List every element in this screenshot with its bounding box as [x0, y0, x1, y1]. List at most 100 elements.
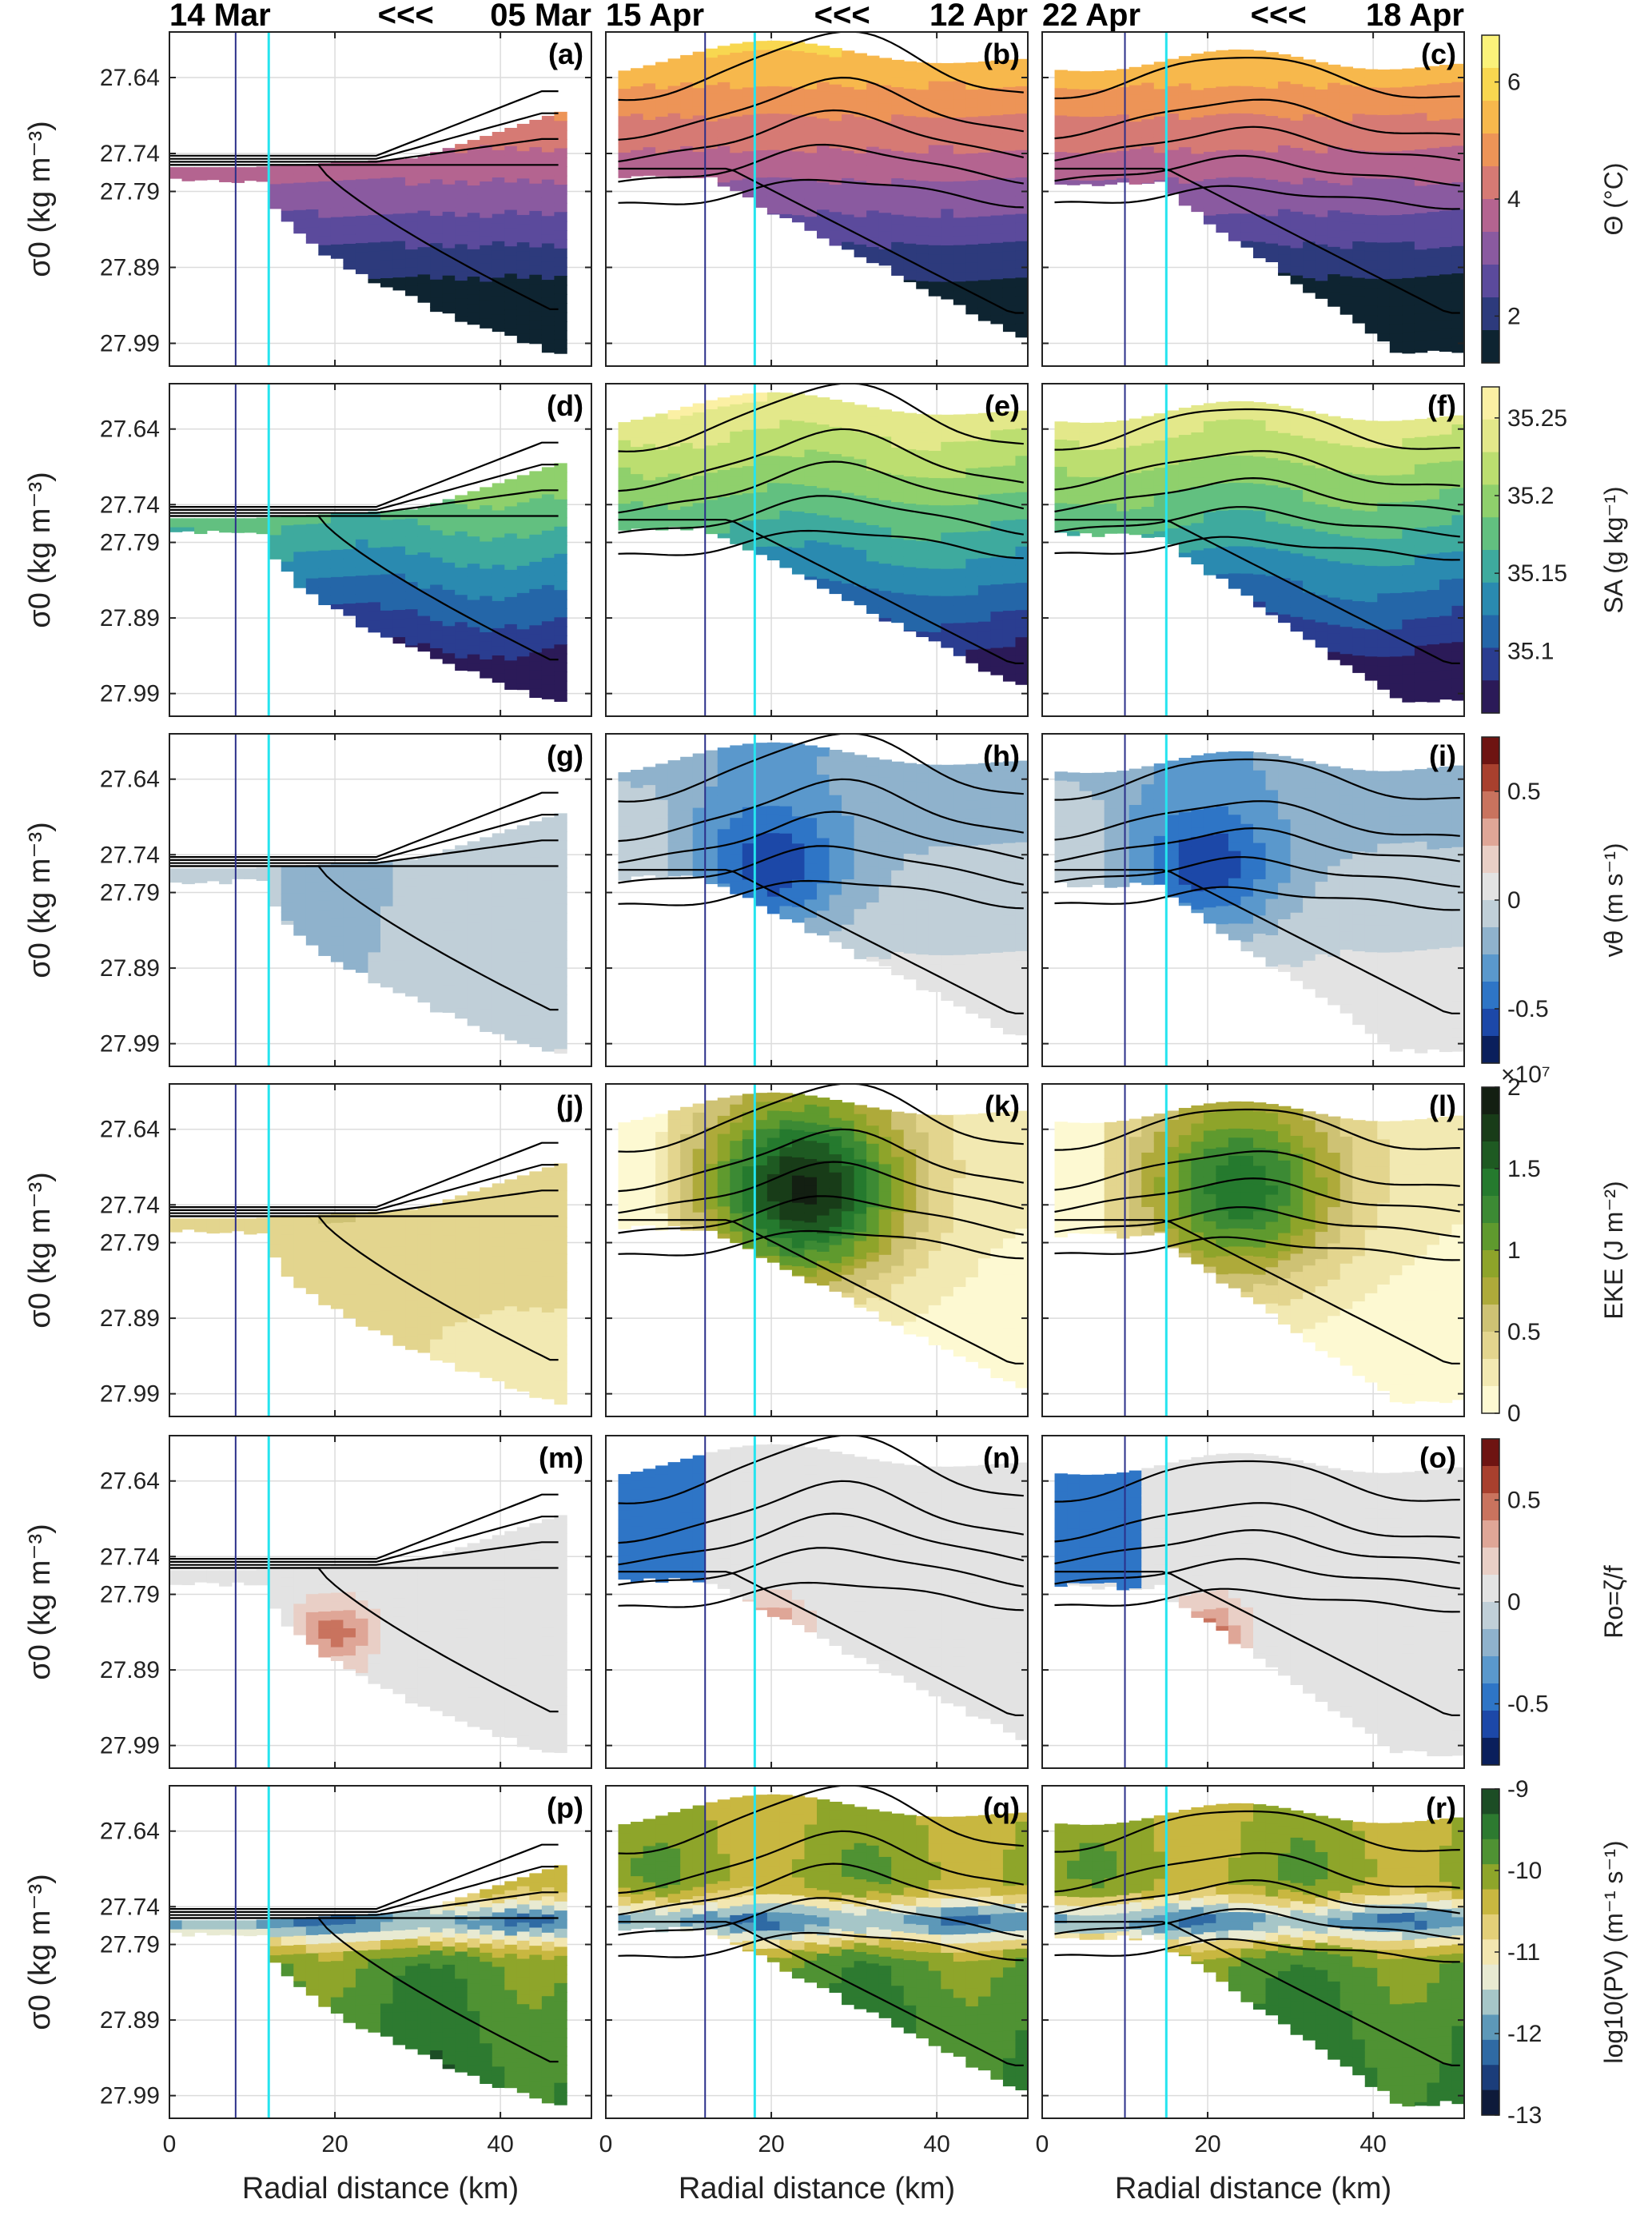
isopycnal-line — [618, 460, 1025, 514]
colorbar-tick-label: -0.5 — [1507, 996, 1549, 1022]
y-tick-label: 27.64 — [100, 1468, 160, 1495]
colorbar-swatch — [1482, 1889, 1499, 1915]
colorbar-swatch — [1482, 1789, 1499, 1815]
colorbar-swatch — [1482, 484, 1499, 518]
isopycnal-line — [1054, 1938, 1460, 1963]
colorbar-swatch — [1482, 982, 1499, 1010]
y-axis-label: σ0 (kg m⁻³) — [23, 1524, 57, 1680]
isopycnal-line — [618, 734, 1024, 803]
isopycnal-line — [618, 1830, 1024, 1894]
isopycnal-line — [1054, 827, 1460, 863]
isopycnal-line — [618, 1480, 1024, 1544]
y-axis-label: σ0 (kg m⁻³) — [23, 822, 57, 978]
isopycnal-line — [169, 1493, 559, 1560]
isopycnal-line — [618, 778, 1024, 843]
colorbar-tick-label: -13 — [1507, 2102, 1542, 2129]
isopycnal-line — [618, 1786, 1024, 1855]
isopycnal-line — [169, 1843, 559, 1910]
colorbars: 2 4 6 Θ (°C) 35.1 35.15 35.2 35.25 SA (g kg⁻¹) -0… — [1481, 34, 1628, 2129]
colorbar-swatch — [1482, 1250, 1499, 1278]
isopycnal-line — [618, 1195, 1024, 1236]
isopycnal-line — [1054, 536, 1460, 561]
colorbar-tick-label: 2 — [1507, 303, 1521, 329]
isopycnal-line — [169, 464, 559, 511]
colorbar-swatch — [1482, 1914, 1499, 1940]
y-tick-label: 27.89 — [100, 955, 160, 982]
colorbar-swatch — [1482, 954, 1499, 982]
contour-field — [1054, 1101, 1464, 1404]
axes-frame — [169, 1785, 592, 2119]
panel-r: (r) — [1041, 1785, 1465, 2119]
contour-field — [169, 1515, 567, 1753]
isopycnal-line — [1054, 1852, 1460, 1893]
isopycnal-line — [1054, 408, 1460, 451]
panel-label: (d) — [547, 389, 583, 422]
colorbar-swatch — [1482, 419, 1499, 453]
isopycnal-line — [169, 1866, 559, 1913]
isopycnal-line — [169, 791, 559, 859]
x-tick-label: 20 — [758, 2131, 784, 2157]
panel-label: (i) — [1429, 739, 1456, 772]
isopycnal-line — [618, 1512, 1025, 1566]
colorbar-swatch — [1482, 1359, 1499, 1387]
isopycnal-line — [618, 1571, 1024, 1716]
colorbar-swatch — [1482, 2014, 1499, 2041]
isopycnal-line — [1054, 185, 1460, 210]
isopycnal-line — [618, 529, 1024, 560]
contour-field — [169, 1163, 567, 1405]
y-tick-label: 27.79 — [100, 1582, 160, 1608]
date-header-arrow: <<< — [814, 0, 870, 33]
contour-field — [169, 463, 567, 702]
isopycnal-line — [1054, 98, 1460, 140]
isopycnal-line — [1054, 1206, 1460, 1238]
colorbar-swatch — [1482, 846, 1499, 874]
colorbar-tick-label: 1.5 — [1507, 1156, 1541, 1182]
colorbar-swatch — [1482, 2090, 1499, 2116]
colorbar-swatch — [1482, 1683, 1499, 1711]
isopycnal-line — [169, 1164, 559, 1211]
axes-frame — [605, 1435, 1029, 1769]
isopycnal-line — [1054, 1150, 1460, 1191]
colorbar-2: 35.1 35.15 35.2 35.25 SA (g kg⁻¹) — [1481, 386, 1628, 714]
y-tick-label: 27.64 — [100, 65, 160, 91]
colorbar-swatch — [1482, 297, 1499, 331]
contour-field — [169, 111, 567, 354]
colorbar-swatch — [1482, 1141, 1499, 1169]
colorbar-swatch — [1482, 1169, 1499, 1197]
y-tick-label: 27.64 — [100, 1117, 160, 1143]
panel-f: (f) — [1041, 383, 1465, 717]
isopycnal-line — [618, 1921, 1024, 2066]
isopycnal-line — [618, 1581, 1024, 1611]
colorbar-swatch — [1482, 2039, 1499, 2066]
panel-m: (m) 27.64 27.74 27.79 27.89 27.99 σ0 (kg m⁻³) — [23, 1435, 592, 1769]
isopycnal-line — [1054, 856, 1460, 888]
axes-frame — [1041, 1435, 1465, 1769]
colorbar-swatch — [1482, 1711, 1499, 1739]
y-tick-label: 27.99 — [100, 2083, 160, 2109]
colorbar-tick-label: -9 — [1507, 1776, 1529, 1803]
isopycnal-line — [1054, 1460, 1460, 1503]
x-tick-label: 0 — [599, 2131, 613, 2157]
axes-frame — [1041, 383, 1465, 717]
axes-frame — [169, 31, 592, 367]
y-tick-label: 27.89 — [100, 255, 160, 281]
isopycnal-line — [618, 1128, 1024, 1193]
isopycnal-line — [1054, 886, 1460, 911]
panel-label: (g) — [547, 739, 583, 772]
colorbar-tick-label: 1 — [1507, 1237, 1521, 1264]
isopycnal-line — [618, 384, 1024, 452]
colorbar-tick-label: 2 — [1507, 1074, 1521, 1101]
isopycnal-line — [169, 515, 559, 661]
colorbar-swatch — [1482, 1332, 1499, 1360]
isopycnal-line — [618, 1084, 1024, 1153]
x-axis-label: Radial distance (km) — [1115, 2172, 1391, 2205]
axes-frame — [605, 1083, 1029, 1417]
y-tick-label: 27.74 — [100, 842, 160, 868]
colorbar-swatch — [1482, 1196, 1499, 1224]
panel-label: (f) — [1427, 389, 1456, 422]
isopycnal-line — [1054, 1177, 1460, 1213]
contour-field — [618, 1794, 1028, 2091]
colorbar-swatch — [1482, 1939, 1499, 1966]
isopycnal-line — [169, 1215, 559, 1361]
contour-field — [618, 1444, 1028, 1740]
